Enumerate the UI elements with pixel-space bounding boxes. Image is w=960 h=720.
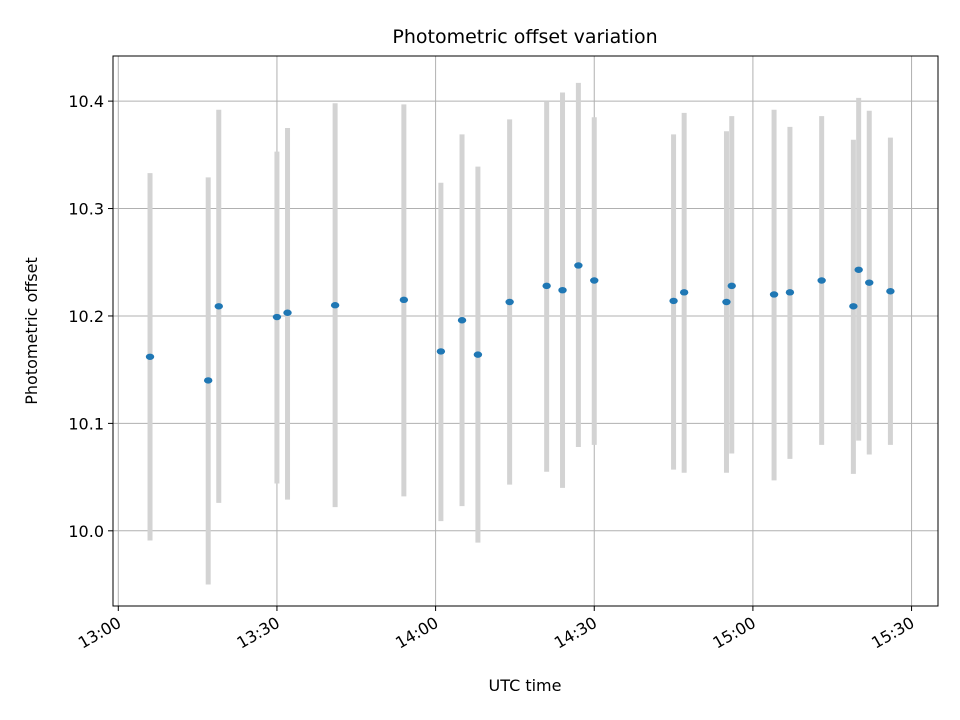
data-point [203,377,213,384]
data-point [886,288,895,295]
data-point [727,282,736,290]
y-tick-label: 10.0 [68,522,104,541]
data-point [283,309,292,316]
data-point [865,279,874,286]
data-point [330,302,340,309]
data-point [542,282,551,290]
data-point [679,289,689,296]
data-point [590,277,599,284]
y-tick-label: 10.4 [68,92,104,111]
y-tick-label: 10.1 [68,414,104,433]
y-tick-label: 10.2 [68,307,104,326]
y-axis-ticks: 10.0 10.1 10.2 10.3 10.4 [68,92,113,541]
y-tick-label: 10.3 [68,200,104,219]
data-points [145,262,895,384]
data-point [214,303,223,310]
plot-frame [112,55,939,607]
data-point [669,297,678,305]
data-point [558,286,567,294]
data-point [769,291,779,298]
data-point [457,317,467,324]
data-point [473,351,483,358]
data-point [854,266,863,273]
chart-title: Photometric offset variation [392,26,657,48]
data-point [849,303,858,310]
data-point [145,353,155,360]
data-point [436,348,446,355]
data-point [505,298,514,306]
data-point [574,262,583,269]
x-axis-label: UTC time [489,676,562,695]
y-axis-label: Photometric offset [22,257,41,405]
data-point [399,296,409,304]
data-point [817,277,826,284]
data-point [722,298,731,306]
data-point [785,289,795,296]
data-point [272,313,282,321]
